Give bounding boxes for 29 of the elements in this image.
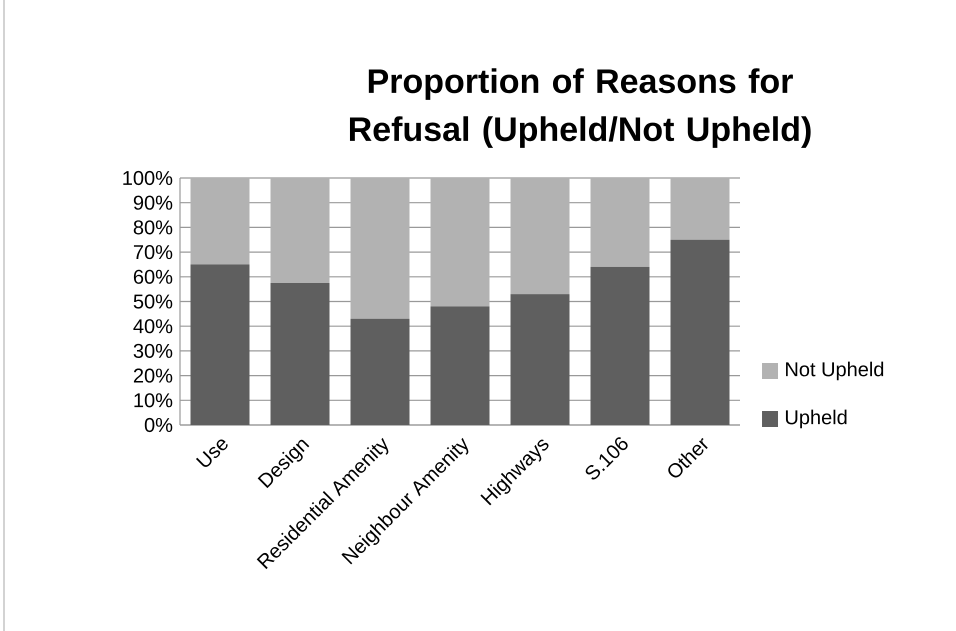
y-tick-label: 80%	[134, 220, 172, 234]
y-tick-label: 40%	[133, 319, 172, 334]
bar	[510, 178, 570, 294]
y-tick-label: 10%	[134, 393, 172, 408]
bar	[510, 294, 570, 426]
bar	[270, 178, 330, 283]
bar	[590, 178, 650, 267]
x-tick-label: Use	[196, 440, 228, 467]
bar	[430, 178, 490, 306]
bar	[670, 240, 730, 426]
y-tick-label: 0%	[144, 418, 172, 432]
bar	[670, 178, 730, 240]
bar	[430, 306, 490, 426]
y-tick-label: 30%	[134, 344, 172, 358]
y-tick-label: 60%	[134, 270, 172, 284]
y-tick-label: 100%	[123, 170, 172, 186]
bar	[350, 178, 410, 319]
legend-label: Not Upheld	[786, 362, 884, 380]
y-tick-label: 20%	[134, 368, 172, 383]
legend-label: Upheld	[786, 410, 847, 428]
bar	[590, 266, 650, 426]
bar	[190, 264, 250, 426]
y-tick-label: 70%	[134, 245, 172, 260]
y-tick-label: 50%	[134, 294, 172, 309]
bar	[270, 282, 330, 426]
chart-title: Proportion of Reasons for Refusal (Upheld/Not Upheld)	[350, 68, 811, 148]
bar	[350, 318, 410, 426]
bar	[190, 178, 250, 264]
y-tick-label: 90%	[134, 196, 172, 210]
